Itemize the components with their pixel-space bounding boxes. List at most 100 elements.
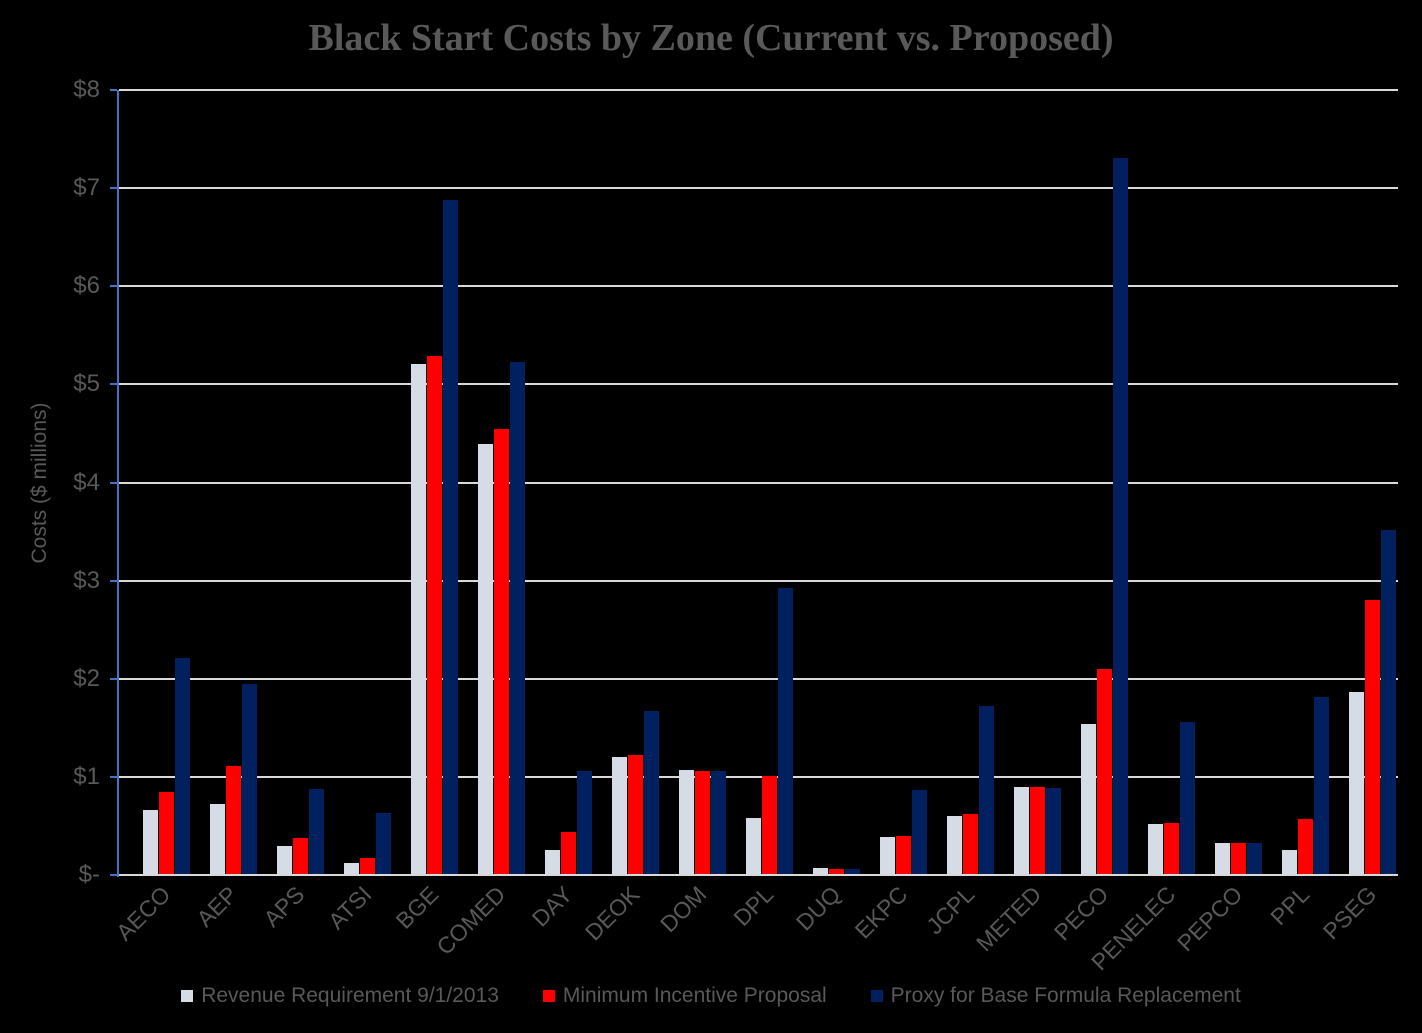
y-axis-tick xyxy=(110,776,117,778)
y-axis-tick xyxy=(110,383,117,385)
bar-atsi-series1 xyxy=(344,863,359,875)
bar-aps-series2 xyxy=(293,838,308,875)
x-category-label: ATSI xyxy=(323,881,407,934)
chart-title: Black Start Costs by Zone (Current vs. P… xyxy=(308,17,1114,59)
bar-aep-series2 xyxy=(226,766,241,875)
y-tick-label: $1 xyxy=(73,763,100,790)
bar-pepco-series2 xyxy=(1231,843,1246,875)
x-category-label: APS xyxy=(258,881,337,932)
bar-aeco-series2 xyxy=(159,792,174,875)
bar-deok-series2 xyxy=(628,755,643,875)
gridline xyxy=(119,285,1398,287)
bar-bge-series1 xyxy=(411,364,426,875)
bar-comed-series3 xyxy=(510,362,525,875)
y-tick-label: $8 xyxy=(73,76,100,103)
bar-deok-series3 xyxy=(644,711,659,875)
bar-jcpl-series3 xyxy=(979,706,994,875)
bar-duq-series2 xyxy=(829,869,844,875)
bar-pseg-series2 xyxy=(1365,600,1380,875)
bar-aeco-series1 xyxy=(143,810,158,875)
gridline xyxy=(119,383,1398,385)
gridline xyxy=(119,776,1398,778)
bar-peco-series2 xyxy=(1097,669,1112,875)
bar-ppl-series2 xyxy=(1298,819,1313,875)
bar-pepco-series1 xyxy=(1215,843,1230,875)
gridline xyxy=(119,89,1398,91)
bar-pepco-series3 xyxy=(1247,843,1262,875)
gridline xyxy=(119,678,1398,680)
legend-swatch-icon xyxy=(181,990,194,1002)
bar-jcpl-series1 xyxy=(947,816,962,875)
x-category-label: PPL xyxy=(1265,881,1339,930)
x-category-label: DAY xyxy=(527,881,605,932)
y-tick-label: $3 xyxy=(73,567,100,594)
bar-deok-series1 xyxy=(612,757,627,875)
bar-ekpc-series1 xyxy=(880,837,895,875)
bar-dom-series2 xyxy=(695,771,710,875)
bar-dpl-series1 xyxy=(746,818,761,875)
bar-duq-series3 xyxy=(845,869,860,875)
gridline xyxy=(119,482,1398,484)
bar-duq-series1 xyxy=(813,868,828,875)
bar-aps-series3 xyxy=(309,789,324,875)
bar-penelec-series3 xyxy=(1180,722,1195,875)
bar-atsi-series2 xyxy=(360,858,375,875)
y-axis-line xyxy=(117,90,119,877)
bar-penelec-series2 xyxy=(1164,823,1179,875)
bar-aep-series3 xyxy=(242,684,257,875)
bar-ppl-series1 xyxy=(1282,850,1297,875)
bar-comed-series2 xyxy=(494,429,509,875)
legend-swatch-icon xyxy=(870,990,883,1002)
legend: Revenue Requirement 9/1/2013 Minimum Ince… xyxy=(0,984,1422,1008)
y-axis-tick xyxy=(110,187,117,189)
bar-aep-series1 xyxy=(210,804,225,875)
bar-ekpc-series3 xyxy=(912,790,927,875)
bar-dpl-series2 xyxy=(762,776,777,875)
bar-aps-series1 xyxy=(277,846,292,875)
bar-pseg-series1 xyxy=(1349,692,1364,875)
legend-label: Minimum Incentive Proposal xyxy=(562,984,827,1007)
bar-meted-series2 xyxy=(1030,787,1045,875)
x-category-label: DPL xyxy=(728,881,805,931)
bar-jcpl-series2 xyxy=(963,814,978,875)
y-axis-tick xyxy=(110,678,117,680)
bar-day-series2 xyxy=(561,832,576,875)
bar-day-series3 xyxy=(577,771,592,875)
gridline xyxy=(119,874,1398,876)
x-category-label: AEP xyxy=(191,881,270,932)
bar-day-series1 xyxy=(545,850,560,875)
y-tick-label: $- xyxy=(78,861,100,888)
y-tick-label: $2 xyxy=(73,665,100,692)
bar-meted-series1 xyxy=(1014,787,1029,875)
bar-penelec-series1 xyxy=(1148,824,1163,875)
legend-label: Proxy for Base Formula Replacement xyxy=(890,984,1241,1007)
bar-ekpc-series2 xyxy=(896,836,911,875)
bar-bge-series2 xyxy=(427,356,442,875)
y-axis-tick xyxy=(110,580,117,582)
legend-item-series2: Minimum Incentive Proposal xyxy=(542,984,827,1008)
y-tick-label: $4 xyxy=(73,469,100,496)
legend-item-series3: Proxy for Base Formula Replacement xyxy=(870,984,1241,1008)
x-category-label: PSEG xyxy=(1318,881,1422,945)
bar-bge-series3 xyxy=(443,200,458,875)
x-category-label: BGE xyxy=(391,881,474,934)
bar-meted-series3 xyxy=(1046,788,1061,875)
bar-atsi-series3 xyxy=(376,813,391,875)
bar-peco-series1 xyxy=(1081,724,1096,875)
bar-dpl-series3 xyxy=(778,588,793,875)
bar-pseg-series3 xyxy=(1381,530,1396,875)
bar-peco-series3 xyxy=(1113,158,1128,875)
y-tick-label: $7 xyxy=(73,174,100,201)
plot-area: $- $1 $2 $3 $4 $5 $6 $7 $8 AECO AEP APS ATSI BGE COMED… xyxy=(73,78,1398,975)
bar-aeco-series3 xyxy=(175,658,190,875)
legend-item-series1: Revenue Requirement 9/1/2013 xyxy=(181,984,499,1008)
y-axis-tick xyxy=(110,874,117,876)
bar-dom-series1 xyxy=(679,770,694,875)
legend-swatch-icon xyxy=(542,990,555,1002)
legend-label: Revenue Requirement 9/1/2013 xyxy=(201,984,499,1007)
y-axis-tick xyxy=(110,285,117,287)
bar-ppl-series3 xyxy=(1314,697,1329,875)
gridline xyxy=(119,580,1398,582)
y-tick-label: $6 xyxy=(73,272,100,299)
